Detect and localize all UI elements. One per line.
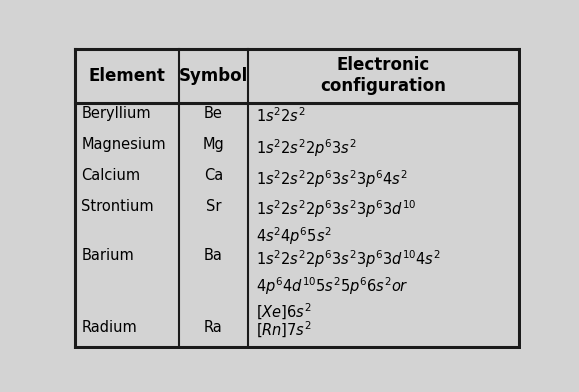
Text: Electronic
configuration: Electronic configuration <box>320 56 446 95</box>
Text: $1s^22s^22p^63s^2$: $1s^22s^22p^63s^2$ <box>256 137 357 159</box>
Text: Calcium: Calcium <box>81 168 141 183</box>
Text: Mg: Mg <box>203 137 224 152</box>
Text: Element: Element <box>89 67 165 85</box>
Text: Strontium: Strontium <box>81 199 154 214</box>
Text: $1s^22s^22p^63s^23p^63d^{10}4s^2$
$4p^64d^{10}5s^25p^66s^2 or$
$[Xe]6s^2$: $1s^22s^22p^63s^23p^63d^{10}4s^2$ $4p^64… <box>256 249 441 322</box>
Text: Ca: Ca <box>204 168 223 183</box>
Text: $[Rn]7s^2$: $[Rn]7s^2$ <box>256 320 312 340</box>
Text: $1s^22s^22p^63s^23p^63d^{10}$
$4s^24p^65s^2$: $1s^22s^22p^63s^23p^63d^{10}$ $4s^24p^65… <box>256 199 416 247</box>
Text: $1s^22s^2$: $1s^22s^2$ <box>256 106 306 125</box>
Text: Sr: Sr <box>206 199 221 214</box>
Text: Barium: Barium <box>81 249 134 263</box>
Text: Radium: Radium <box>81 320 137 335</box>
Text: Be: Be <box>204 106 223 122</box>
Text: Symbol: Symbol <box>179 67 248 85</box>
Text: $1s^22s^22p^63s^23p^64s^2$: $1s^22s^22p^63s^23p^64s^2$ <box>256 168 408 190</box>
Text: Beryllium: Beryllium <box>81 106 151 122</box>
Text: Ra: Ra <box>204 320 223 335</box>
Text: Magnesium: Magnesium <box>81 137 166 152</box>
Text: Ba: Ba <box>204 249 223 263</box>
